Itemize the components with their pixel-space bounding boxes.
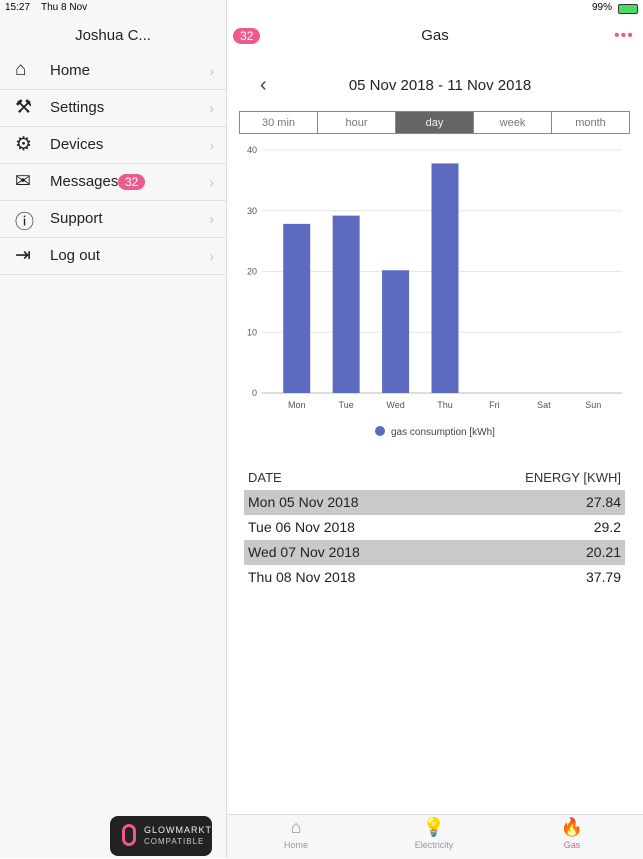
battery: 99% [592,2,613,13]
menu-label: Support [50,210,103,227]
row-energy: 37.79 [585,569,621,585]
menu-item[interactable]: ⚙ Devices › [0,127,226,164]
legend-marker [375,426,385,436]
menu-icon: ⚙ [15,134,33,155]
menu-item[interactable]: ⚒ Settings › [0,90,226,127]
menu-item[interactable]: ⓘ Support › [0,201,226,238]
menu-item[interactable]: ⌂ Home › [0,53,226,90]
user-name: Joshua C... [75,27,151,44]
tab-bar-item[interactable]: 💡 Electricity [365,816,503,850]
range-tab[interactable]: week [473,111,552,134]
x-tick-label: Thu [437,400,453,410]
chevron: › [209,211,214,227]
tab-icon: 💡 [422,817,446,837]
range-tab[interactable]: hour [317,111,396,134]
row-date: Thu 08 Nov 2018 [248,569,356,585]
menu-item[interactable]: ✉ Messages 32 › [0,164,226,201]
table-row: Mon 05 Nov 2018 27.84 [244,490,625,515]
chevron: › [209,174,214,190]
chevron: › [209,137,214,153]
menu-icon: ⓘ [15,212,35,233]
menu-label: Log out [50,247,101,264]
menu-icon: ⇥ [15,245,31,266]
menu-label: Settings [50,99,105,116]
range-tab[interactable]: 30 min [239,111,318,134]
menu-item[interactable]: ⇥ Log out › [0,238,226,275]
status-time: 15:27 [5,2,31,13]
menu-icon: ✉ [15,171,31,192]
row-date: Mon 05 Nov 2018 [248,494,359,510]
row-date: Tue 06 Nov 2018 [248,519,355,535]
tab-label: Electricity [414,840,454,850]
table-header: DATE [248,470,282,485]
glowmarkt-logo: GLOWMARKT COMPATIBLE [110,816,212,856]
bar [382,270,410,393]
battery-icon [618,4,638,14]
tab-label: Home [283,840,308,850]
logo-text: COMPATIBLE [144,837,205,846]
row-energy: 27.84 [585,494,621,510]
chevron: › [209,63,214,79]
table-row: Thu 08 Nov 2018 37.79 [244,565,625,590]
x-tick-label: Mon [288,400,306,410]
table-row: Tue 06 Nov 2018 29.2 [244,515,625,540]
chart: 0 10 20 30 40 Mon Tue Wed Thu Fri Sat Sun gas consum… [247,145,622,438]
bar [283,223,311,393]
y-tick-label: 20 [247,267,257,277]
tab-label: Gas [563,840,581,850]
range-tab[interactable]: day [395,111,474,134]
row-date: Wed 07 Nov 2018 [248,544,360,560]
chevron: › [209,100,214,116]
tab-bar-item[interactable]: 🔥 Gas [503,816,641,850]
menu-icon: ⌂ [15,59,27,80]
x-tick-label: Tue [339,400,354,410]
logo-text: GLOWMARKT [144,825,213,835]
y-tick-label: 0 [252,388,257,398]
messages-badge: 32 [118,174,146,190]
table-header: ENERGY [KWH] [525,470,621,485]
y-tick-label: 10 [247,327,257,337]
y-tick-label: 40 [247,145,257,155]
table-row: Wed 07 Nov 2018 20.21 [244,540,625,565]
logo-mark [122,824,136,846]
tab-bar [227,814,643,859]
menu-icon: ⚒ [15,97,33,118]
tab-icon: ⌂ [290,817,302,837]
status-date: Thu 8 Nov [41,2,88,13]
tab-bar-item[interactable]: ⌂ Home [227,816,365,850]
header-title: Gas [421,27,449,44]
sidebar [0,0,227,858]
chevron: › [209,248,214,264]
menu-label: Devices [50,136,104,153]
x-tick-label: Fri [489,400,500,410]
range-tab[interactable]: month [551,111,630,134]
bar [431,163,459,393]
x-tick-label: Sun [585,400,601,410]
y-tick-label: 30 [247,206,257,216]
tab-icon: 🔥 [560,817,584,837]
back-arrow[interactable]: ‹ [260,74,267,96]
row-energy: 20.21 [585,544,621,560]
row-energy: 29.2 [593,519,621,535]
more-menu[interactable]: ••• [614,27,634,44]
header-badge[interactable]: 32 [233,28,261,44]
legend-label: gas consumption [kWh] [391,427,495,438]
x-tick-label: Sat [537,400,551,410]
menu-label: Messages [50,173,119,190]
bar [332,215,360,393]
x-tick-label: Wed [386,400,404,410]
date-range: 05 Nov 2018 - 11 Nov 2018 [348,77,532,94]
menu-label: Home [50,62,91,79]
